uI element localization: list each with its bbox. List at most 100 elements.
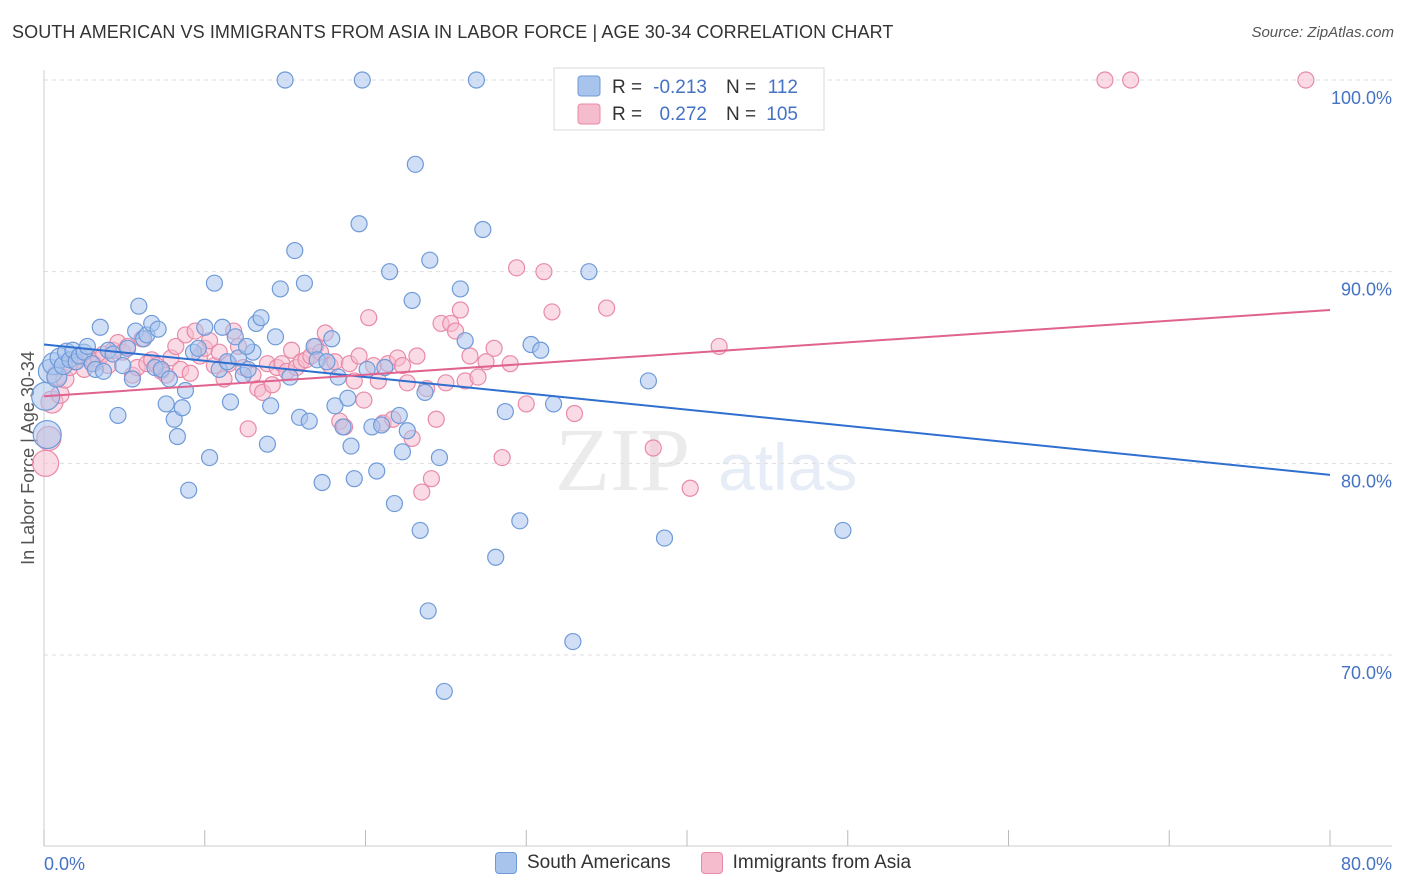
- immigrants-from-asia-point: [32, 449, 60, 477]
- watermark-atlas: atlas: [718, 430, 857, 504]
- south-americans-point: [467, 71, 486, 89]
- immigrants-from-asia-point: [427, 410, 445, 428]
- immigrants-from-asia-point: [681, 479, 699, 497]
- immigrants-from-asia-point: [282, 341, 301, 359]
- immigrants-from-asia-point: [422, 470, 441, 488]
- south-americans-point: [149, 320, 167, 338]
- immigrants-from-asia-point: [508, 259, 526, 277]
- south-americans-point: [655, 529, 674, 547]
- south-americans-point: [368, 462, 386, 480]
- south-americans-point: [104, 345, 122, 363]
- legend-n-label-1: N =: [726, 77, 756, 98]
- stats-legend: R = -0.213 N = 112 R = 0.272 N = 105: [553, 67, 825, 131]
- trend-lines: [43, 309, 1331, 476]
- south-americans-point: [130, 297, 148, 315]
- south-americans-point: [160, 370, 178, 388]
- immigrants-from-asia-point: [493, 448, 511, 467]
- south-americans-point: [451, 280, 469, 298]
- south-americans-point: [398, 422, 416, 440]
- south-americans-point: [78, 337, 97, 356]
- south-americans-point: [176, 381, 195, 400]
- immigrants-from-asia-point: [360, 309, 378, 327]
- south-americans-point: [353, 71, 371, 89]
- south-americans-point: [200, 448, 219, 467]
- south-americans-point: [390, 406, 408, 425]
- south-americans-point: [114, 356, 132, 375]
- immigrants-from-asia-point: [543, 303, 561, 321]
- south-americans-point: [91, 318, 109, 336]
- south-americans-point: [345, 470, 363, 488]
- south-americans-point: [300, 412, 318, 430]
- south-americans-point: [639, 372, 658, 390]
- immigrants-from-asia-point: [535, 263, 553, 281]
- south-americans-point: [334, 418, 352, 436]
- legend-label-south-americans: South Americans: [526, 852, 671, 873]
- y-tick-label-90: 90.0%: [1341, 280, 1392, 300]
- south-americans-point: [323, 330, 341, 348]
- y-tick-label-80: 80.0%: [1341, 471, 1392, 491]
- south-americans-point: [189, 339, 207, 357]
- immigrants-from-asia-point: [451, 301, 469, 319]
- south-americans-point: [403, 291, 421, 310]
- south-americans-point: [381, 263, 399, 281]
- x-tick-label-max: 80.0%: [1341, 854, 1392, 874]
- immigrants-from-asia-point: [355, 391, 373, 409]
- south-americans-point: [430, 448, 449, 467]
- immigrants-from-asia-point: [461, 347, 479, 365]
- legend-n-value-1: 112: [768, 77, 798, 98]
- south-americans-point: [205, 274, 223, 292]
- south-americans-point: [313, 473, 331, 492]
- legend-item-south-americans[interactable]: South Americans: [494, 852, 671, 874]
- south-americans-point: [271, 280, 289, 298]
- south-americans-point: [252, 309, 270, 327]
- legend-label-immigrants-from-asia: Immigrants from Asia: [732, 852, 912, 873]
- legend-swatch-south-americans: [494, 852, 517, 874]
- south-americans-point: [511, 512, 529, 530]
- trend-line-immigrants-from-asia: [43, 309, 1331, 398]
- south-americans-point: [339, 389, 357, 407]
- immigrants-from-asia-point: [1096, 71, 1114, 89]
- x-tick-label-min: 0.0%: [44, 854, 85, 874]
- immigrants-from-asia-point: [350, 347, 368, 365]
- south-americans-point: [123, 370, 142, 388]
- immigrants-from-asia-point: [1297, 71, 1315, 89]
- immigrants-from-asia-point: [565, 404, 584, 423]
- south-americans-point: [157, 395, 175, 413]
- immigrants-from-asia-point: [413, 483, 431, 501]
- series-south-americans: [31, 71, 852, 701]
- south-americans-point: [168, 427, 187, 446]
- y-tick-labels: 70.0% 80.0% 90.0% 100.0%: [1331, 88, 1392, 683]
- south-americans-point: [544, 395, 563, 413]
- immigrants-from-asia-point: [437, 374, 455, 392]
- south-americans-point: [342, 437, 360, 455]
- gridlines: [44, 79, 1392, 656]
- south-americans-point: [532, 341, 550, 359]
- immigrants-from-asia-point: [517, 395, 535, 413]
- immigrants-from-asia-point: [469, 368, 487, 386]
- south-americans-point: [834, 521, 852, 540]
- south-americans-point: [456, 332, 474, 350]
- immigrants-from-asia-point: [239, 420, 257, 438]
- y-axis-label: In Labor Force | Age 30-34: [18, 351, 38, 565]
- south-americans-point: [213, 318, 232, 336]
- south-americans-point: [173, 399, 191, 417]
- south-americans-point: [258, 435, 277, 453]
- south-americans-point: [385, 494, 404, 513]
- immigrants-from-asia-point: [1122, 71, 1140, 89]
- south-americans-point: [435, 682, 453, 701]
- south-americans-point: [406, 155, 424, 173]
- legend-swatch-blue: [577, 75, 601, 97]
- legend-r-value-2: 0.272: [659, 104, 707, 125]
- south-americans-point: [281, 368, 299, 386]
- south-americans-point: [196, 318, 214, 336]
- immigrants-from-asia-point: [167, 337, 185, 356]
- south-americans-point: [580, 263, 598, 281]
- legend-r-value-1: -0.213: [653, 77, 707, 98]
- legend-item-immigrants-from-asia[interactable]: Immigrants from Asia: [700, 852, 912, 874]
- immigrants-from-asia-point: [598, 299, 616, 317]
- south-americans-point: [496, 402, 514, 421]
- south-americans-point: [180, 481, 198, 499]
- chart-title: SOUTH AMERICAN VS IMMIGRANTS FROM ASIA I…: [12, 22, 894, 42]
- south-americans-point: [32, 419, 62, 450]
- immigrants-from-asia-point: [644, 439, 662, 457]
